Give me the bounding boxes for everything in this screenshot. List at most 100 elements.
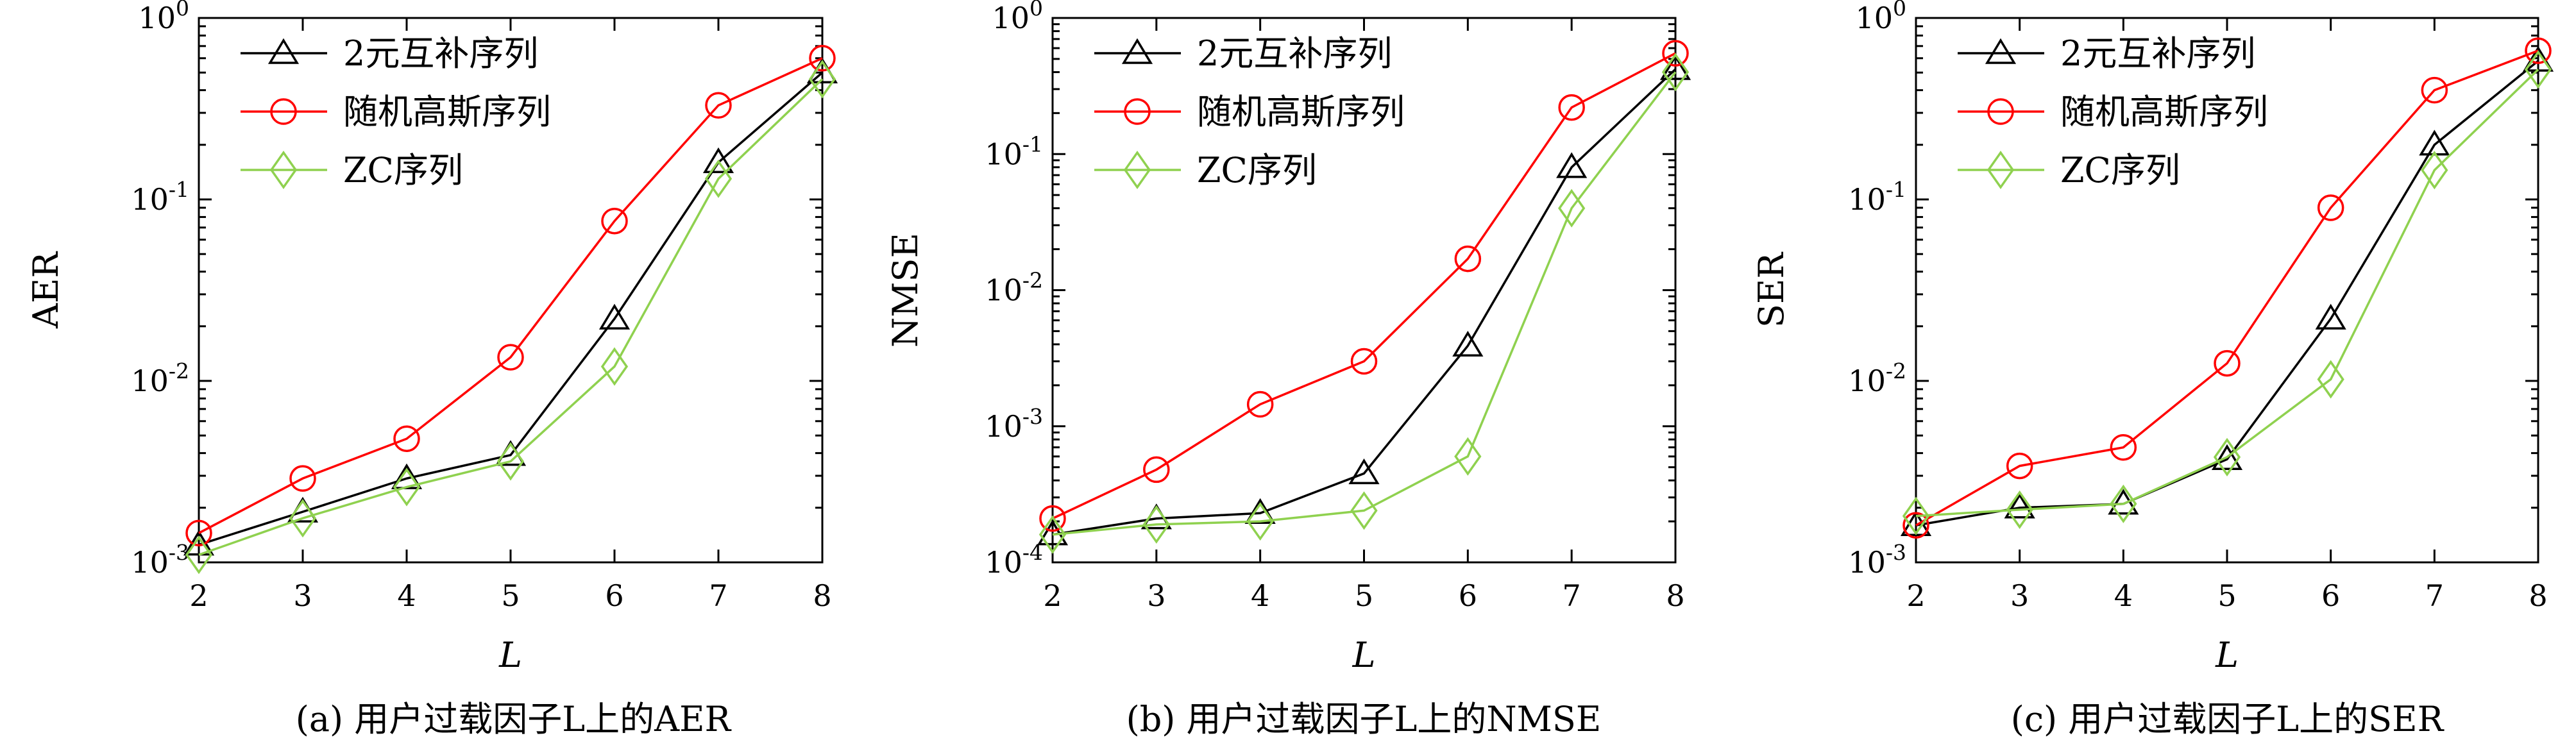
data-point-diamond: [1558, 189, 1586, 228]
y-tick-label: 10-1: [985, 131, 1043, 171]
legend-label: 随机高斯序列: [343, 92, 551, 132]
series-circle: [185, 45, 836, 547]
y-tick-exponent: -3: [1022, 404, 1043, 429]
panel-caption: (c) 用户过载因子L上的SER: [2011, 699, 2445, 739]
x-tick-label: 7: [1563, 578, 1581, 613]
data-point-diamond: [496, 442, 525, 481]
y-tick-exponent: 0: [1893, 0, 1906, 21]
y-tick-exponent: -1: [169, 177, 189, 202]
y-tick-base: 10: [1848, 545, 1886, 580]
y-tick-exponent: -2: [169, 358, 189, 383]
x-axis-label: L: [2215, 635, 2239, 675]
y-tick-base: 10: [985, 137, 1022, 171]
legend-marker-circle: [1987, 98, 2014, 125]
legend-marker-circle: [270, 98, 297, 125]
legend-label: ZC序列: [2060, 150, 2180, 190]
data-point-circle: [809, 45, 836, 72]
data-point-circle: [2214, 349, 2241, 377]
x-tick-label: 4: [1251, 578, 1269, 613]
data-point-diamond: [2006, 490, 2033, 529]
data-point-circle: [1662, 40, 1689, 67]
data-point-diamond: [1454, 437, 1482, 476]
x-tick-label: 2: [1043, 578, 1062, 613]
data-point-circle: [2110, 433, 2137, 461]
y-tick-base: 10: [985, 545, 1022, 580]
data-point-circle: [2006, 452, 2033, 480]
data-point-circle: [1558, 94, 1585, 121]
y-tick-label: 10-4: [985, 540, 1043, 580]
data-point-circle: [601, 207, 628, 235]
y-tick-base: 10: [985, 273, 1022, 308]
y-tick-label: 10-2: [131, 358, 189, 398]
y-tick-base: 10: [1848, 364, 1886, 398]
legend-marker-diamond: [1987, 150, 2015, 190]
data-point-diamond: [2110, 484, 2137, 523]
data-point-circle: [1454, 245, 1482, 273]
y-tick-label: 10-3: [1848, 540, 1906, 580]
y-tick-base: 10: [1848, 182, 1886, 217]
data-point-diamond: [289, 499, 317, 538]
x-tick-label: 5: [501, 578, 520, 613]
data-point-triangle: [2315, 303, 2346, 330]
y-tick-label: 10-3: [985, 404, 1043, 444]
y-tick-label: 10-2: [985, 268, 1043, 308]
y-tick-base: 10: [1855, 1, 1893, 35]
data-point-circle: [1143, 456, 1170, 483]
y-tick-base: 10: [131, 364, 169, 398]
series-circle: [1039, 40, 1689, 532]
y-tick-label: 10-1: [1848, 177, 1906, 217]
data-point-diamond: [808, 60, 836, 99]
data-point-circle: [705, 92, 732, 119]
panel-caption: (b) 用户过载因子L上的NMSE: [1126, 699, 1602, 739]
x-tick-label: 8: [813, 578, 831, 613]
data-point-circle: [1039, 505, 1066, 532]
data-point-triangle: [2004, 492, 2035, 519]
y-tick-exponent: -1: [1022, 131, 1043, 156]
data-point-triangle: [1348, 458, 1380, 485]
data-point-diamond: [393, 467, 421, 507]
series-line: [198, 57, 823, 534]
legend-marker-circle: [1124, 98, 1151, 125]
data-point-circle: [2317, 194, 2344, 221]
x-tick-label: 4: [397, 578, 416, 613]
x-tick-label: 6: [605, 578, 623, 613]
y-axis-label: NMSE: [885, 233, 926, 348]
data-point-diamond: [1246, 502, 1274, 541]
data-point-circle: [289, 465, 316, 492]
series-circle: [1902, 37, 2552, 539]
legend-marker-triangle: [1985, 38, 2017, 64]
y-tick-base: 10: [138, 1, 176, 35]
x-tick-label: 5: [1355, 578, 1373, 613]
y-tick-label: 100: [1855, 0, 1906, 35]
series-triangle: [1037, 54, 1691, 546]
legend-marker-triangle: [267, 38, 300, 64]
y-axis-label: SER: [1751, 252, 1792, 328]
data-point-triangle: [2108, 489, 2139, 515]
data-point-diamond: [2524, 50, 2552, 89]
data-point-diamond: [2213, 437, 2241, 476]
x-tick-label: 3: [1147, 578, 1165, 613]
data-point-diamond: [1142, 505, 1170, 544]
data-point-circle: [1246, 391, 1274, 418]
y-tick-label: 10-2: [1848, 358, 1906, 398]
legend-label: 2元互补序列: [1197, 33, 1392, 74]
legend-label: 2元互补序列: [2060, 33, 2255, 74]
y-tick-label: 100: [138, 0, 189, 35]
y-tick-exponent: -3: [1886, 540, 1906, 565]
panel-caption: (a) 用户过载因子L上的AER: [296, 699, 732, 739]
data-point-triangle: [1659, 54, 1691, 80]
y-tick-exponent: -1: [1886, 177, 1906, 202]
y-tick-exponent: 0: [176, 0, 189, 21]
legend-label: ZC序列: [1197, 150, 1317, 190]
data-point-diamond: [1350, 491, 1378, 530]
series-line: [1915, 69, 2539, 517]
legend-marker-diamond: [1123, 150, 1151, 190]
x-tick-label: 5: [2217, 578, 2236, 613]
legend-label: 随机高斯序列: [2060, 92, 2268, 132]
data-point-circle: [393, 425, 420, 452]
data-point-diamond: [1661, 53, 1690, 92]
series-line: [198, 78, 824, 556]
y-tick-exponent: 0: [1030, 0, 1043, 21]
x-tick-label: 7: [709, 578, 727, 613]
